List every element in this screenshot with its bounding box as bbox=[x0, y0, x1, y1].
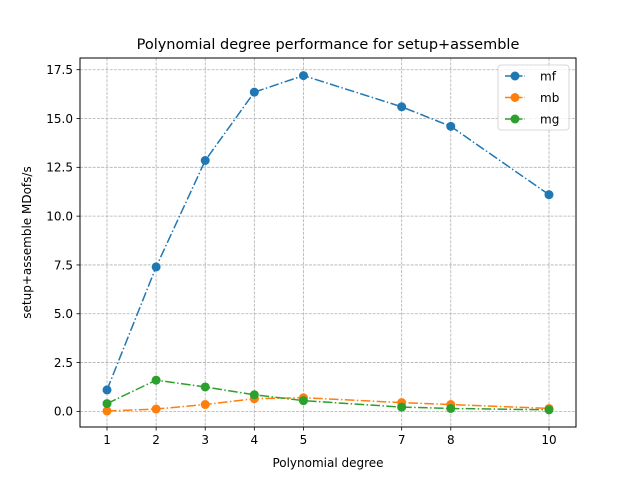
data-point-mf bbox=[102, 385, 112, 395]
y-tick-label: 10.0 bbox=[46, 209, 73, 223]
chart-title: Polynomial degree performance for setup+… bbox=[137, 37, 520, 53]
x-tick-label: 10 bbox=[541, 433, 556, 447]
x-tick-label: 5 bbox=[300, 433, 308, 447]
legend-label-mb: mb bbox=[540, 91, 559, 105]
legend-label-mg: mg bbox=[540, 112, 559, 126]
legend: mf mb mg bbox=[497, 64, 570, 131]
data-point-mg bbox=[151, 375, 161, 385]
x-tick-label: 2 bbox=[152, 433, 160, 447]
data-point-mg bbox=[544, 405, 554, 415]
plot-area-frame bbox=[79, 57, 577, 428]
y-tick-label: 7.5 bbox=[54, 258, 73, 272]
legend-label-mf: mf bbox=[540, 69, 557, 83]
data-point-mg bbox=[249, 390, 259, 400]
y-axis-label: setup+assemble MDofs/s bbox=[20, 166, 34, 318]
legend-box bbox=[497, 64, 570, 131]
data-point-mf bbox=[544, 190, 554, 200]
y-tick-label: 12.5 bbox=[46, 161, 73, 175]
data-point-mg bbox=[102, 399, 112, 409]
data-point-mg bbox=[298, 396, 308, 406]
y-tick-label: 0.0 bbox=[54, 405, 73, 419]
legend-marker-mg bbox=[510, 114, 520, 124]
x-tick-label: 7 bbox=[398, 433, 406, 447]
series-line-mg bbox=[106, 379, 550, 411]
y-tick-label: 15.0 bbox=[46, 112, 73, 126]
y-tick-label: 2.5 bbox=[54, 356, 73, 370]
series-layer bbox=[102, 71, 554, 416]
x-tick-label: 3 bbox=[201, 433, 209, 447]
data-point-mb bbox=[102, 406, 112, 416]
axis-ticks: 1 2 3 4 5 7 8 10 0.0 2.5 5.0 7.5 10.0 12.5 15.0 17.5 bbox=[46, 63, 556, 447]
data-point-mf bbox=[200, 156, 210, 165]
data-point-mf bbox=[397, 102, 407, 112]
x-tick-label: 4 bbox=[251, 433, 259, 447]
x-tick-label: 8 bbox=[447, 433, 455, 447]
data-point-mg bbox=[397, 402, 407, 412]
data-point-mf bbox=[249, 87, 259, 97]
legend-marker-mf bbox=[510, 71, 520, 81]
x-axis-label: Polynomial degree bbox=[272, 456, 383, 470]
y-tick-label: 17.5 bbox=[46, 63, 73, 77]
data-point-mb bbox=[151, 404, 161, 414]
data-point-mg bbox=[446, 403, 456, 413]
series-line-mf bbox=[106, 74, 550, 391]
x-tick-label: 1 bbox=[103, 433, 111, 447]
legend-marker-mb bbox=[510, 93, 520, 102]
y-tick-label: 5.0 bbox=[54, 307, 73, 321]
data-point-mf bbox=[446, 121, 456, 131]
data-point-mf bbox=[151, 262, 161, 272]
data-point-mf bbox=[298, 71, 308, 81]
data-point-mg bbox=[200, 382, 210, 392]
data-point-mb bbox=[200, 400, 210, 410]
